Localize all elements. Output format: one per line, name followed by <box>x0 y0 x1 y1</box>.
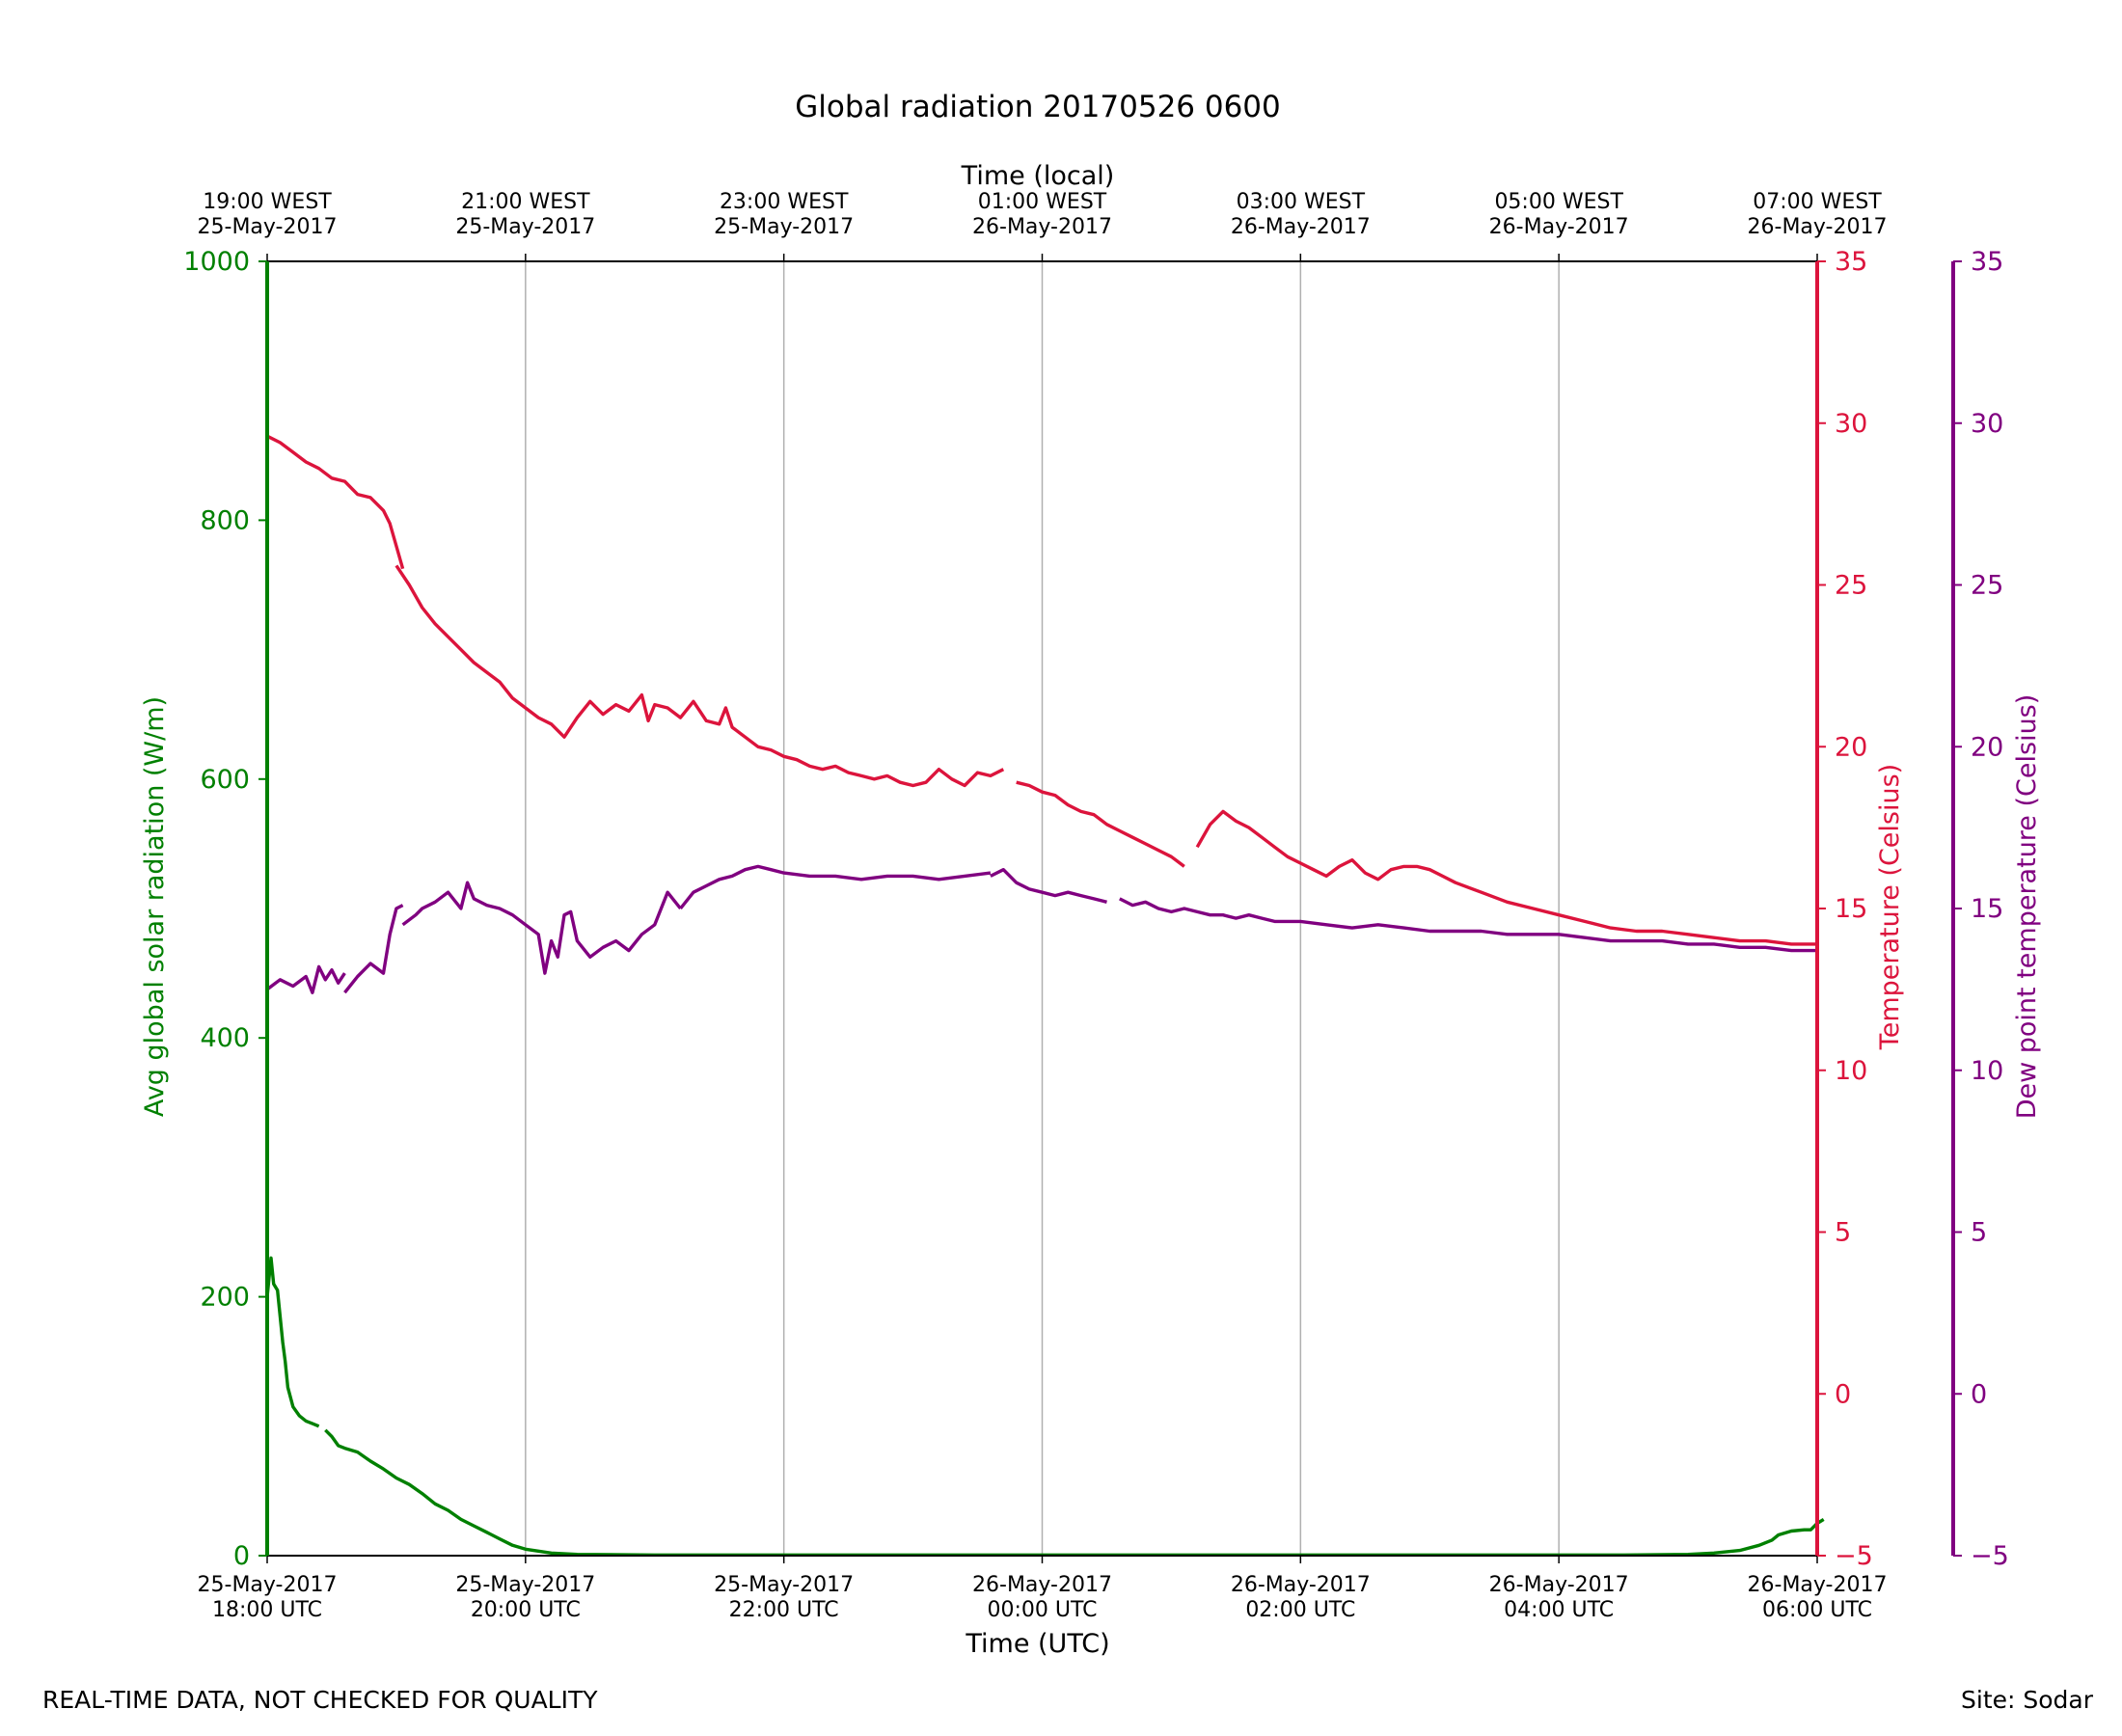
radiation-axis-tick-label: 600 <box>200 765 250 795</box>
temperature-axis-label: Temperature (Celsius) <box>1875 764 1905 1050</box>
temperature-axis-tick-label: 10 <box>1835 1056 1867 1086</box>
x-axis-top-label: Time (local) <box>961 161 1115 191</box>
radiation-series-line <box>265 1256 320 1428</box>
x-tick-label: 20:00 UTC <box>471 1598 581 1622</box>
radiation-series-line <box>324 1428 1825 1557</box>
x-top-tick-label: 21:00 WEST <box>461 190 590 214</box>
x-tick-label: 25-May-2017 <box>198 1573 338 1597</box>
temperature-axis-tick-label: 35 <box>1835 247 1867 277</box>
x-top-tick-label: 26-May-2017 <box>1489 215 1629 239</box>
dewpoint-axis-label: Dew point temperature (Celsius) <box>2012 694 2042 1120</box>
x-top-tick-label: 26-May-2017 <box>972 215 1112 239</box>
x-top-tick-label: 19:00 WEST <box>203 190 332 214</box>
x-top-tick-label: 01:00 WEST <box>978 190 1107 214</box>
x-top-tick-label: 07:00 WEST <box>1753 190 1882 214</box>
x-top-tick-label: 25-May-2017 <box>455 215 595 239</box>
temperature-series-line <box>1195 809 1817 946</box>
temperature-series-line <box>1016 780 1185 868</box>
chart-title: Global radiation 20170526 0600 <box>795 90 1281 124</box>
radiation-axis-tick-label: 400 <box>200 1023 250 1053</box>
dewpoint-series-line <box>401 881 682 975</box>
dewpoint-series-line <box>1119 897 1817 953</box>
temperature-axis-tick-label: 5 <box>1835 1218 1851 1248</box>
x-tick-label: 06:00 UTC <box>1762 1598 1872 1622</box>
x-tick-label: 00:00 UTC <box>987 1598 1097 1622</box>
radiation-axis-tick-label: 1000 <box>183 247 250 277</box>
x-tick-label: 25-May-2017 <box>455 1573 595 1597</box>
quality-disclaimer: REAL-TIME DATA, NOT CHECKED FOR QUALITY <box>42 1686 598 1714</box>
x-tick-label: 26-May-2017 <box>1748 1573 1888 1597</box>
x-tick-label: 26-May-2017 <box>1231 1573 1371 1597</box>
x-top-tick-label: 25-May-2017 <box>714 215 854 239</box>
dewpoint-axis-tick-label: 25 <box>1971 571 2003 601</box>
dewpoint-axis-tick-label: 0 <box>1971 1379 1987 1409</box>
x-tick-label: 26-May-2017 <box>972 1573 1112 1597</box>
radiation-axis-label: Avg global solar radiation (W/m) <box>140 696 170 1117</box>
radiation-axis-tick-label: 800 <box>200 505 250 535</box>
dewpoint-axis-tick-label: 35 <box>1971 247 2003 277</box>
temperature-axis-tick-label: 25 <box>1835 571 1867 601</box>
x-tick-label: 25-May-2017 <box>714 1573 854 1597</box>
x-tick-label: 22:00 UTC <box>729 1598 839 1622</box>
dewpoint-axis-tick-label: 15 <box>1971 894 2003 924</box>
radiation-axis-tick-label: 200 <box>200 1283 250 1313</box>
x-top-tick-label: 26-May-2017 <box>1748 215 1888 239</box>
x-top-tick-label: 25-May-2017 <box>198 215 338 239</box>
x-tick-label: 04:00 UTC <box>1504 1598 1614 1622</box>
temperature-axis-tick-label: −5 <box>1835 1541 1873 1571</box>
site-label: Site: Sodar <box>1961 1686 2093 1714</box>
dewpoint-series-line <box>679 864 992 910</box>
x-top-tick-label: 23:00 WEST <box>720 190 849 214</box>
x-tick-label: 02:00 UTC <box>1245 1598 1355 1622</box>
dewpoint-axis-tick-label: 30 <box>1971 409 2003 439</box>
x-top-tick-label: 26-May-2017 <box>1231 215 1371 239</box>
temperature-series-line <box>394 564 1005 788</box>
x-tick-label: 18:00 UTC <box>212 1598 322 1622</box>
temperature-axis-tick-label: 0 <box>1835 1379 1851 1409</box>
x-top-tick-label: 05:00 WEST <box>1494 190 1623 214</box>
x-tick-label: 26-May-2017 <box>1489 1573 1629 1597</box>
x-top-tick-label: 03:00 WEST <box>1237 190 1366 214</box>
temperature-series-line <box>266 434 405 570</box>
series-lines <box>265 434 1825 1557</box>
radiation-axis-tick-label: 0 <box>233 1541 250 1571</box>
dewpoint-axis-tick-label: 10 <box>1971 1056 2003 1086</box>
dewpoint-axis-tick-label: 20 <box>1971 732 2003 762</box>
dewpoint-axis-tick-label: −5 <box>1971 1541 2009 1571</box>
dewpoint-series-line <box>265 964 346 994</box>
temperature-axis-tick-label: 15 <box>1835 894 1867 924</box>
dewpoint-axis-tick-label: 5 <box>1971 1218 1987 1248</box>
dewpoint-series-line <box>343 904 404 994</box>
x-axis-label: Time (UTC) <box>965 1629 1109 1659</box>
grid-lines <box>525 261 1560 1556</box>
temperature-axis-tick-label: 30 <box>1835 409 1867 439</box>
dewpoint-series-line <box>990 868 1107 904</box>
temperature-axis-tick-label: 20 <box>1835 732 1867 762</box>
